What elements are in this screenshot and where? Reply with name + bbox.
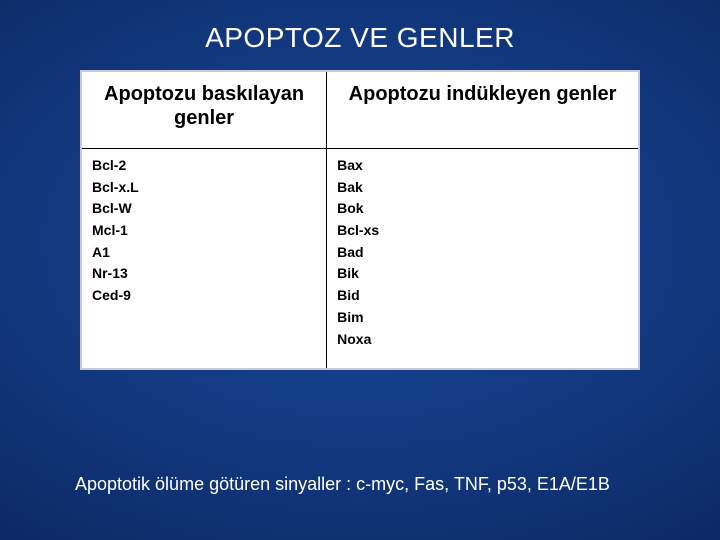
cell-inducers: Bax Bak Bok Bcl-xs Bad Bik Bid Bim Noxa [327, 149, 638, 369]
list-item: Bcl-x.L [92, 177, 316, 199]
list-item: Bax [337, 155, 628, 177]
list-item: Bok [337, 198, 628, 220]
list-item: Bak [337, 177, 628, 199]
list-item: Noxa [337, 329, 628, 351]
col-header-inducers: Apoptozu indükleyen genler [327, 72, 638, 149]
inducer-gene-list: Bax Bak Bok Bcl-xs Bad Bik Bid Bim Noxa [337, 155, 628, 350]
genes-table: Apoptozu baskılayan genler Apoptozu indü… [80, 70, 640, 370]
slide-title: APOPTOZ VE GENLER [0, 22, 720, 54]
col-header-suppressors: Apoptozu baskılayan genler [82, 72, 327, 149]
list-item: Bcl-xs [337, 220, 628, 242]
list-item: Bim [337, 307, 628, 329]
list-item: Nr-13 [92, 263, 316, 285]
footnote: Apoptotik ölüme götüren sinyaller : c-my… [75, 474, 610, 495]
table: Apoptozu baskılayan genler Apoptozu indü… [82, 72, 638, 368]
list-item: Bcl-W [92, 198, 316, 220]
list-item: A1 [92, 242, 316, 264]
slide: APOPTOZ VE GENLER Apoptozu baskılayan ge… [0, 0, 720, 540]
suppressor-gene-list: Bcl-2 Bcl-x.L Bcl-W Mcl-1 A1 Nr-13 Ced-9 [92, 155, 316, 307]
list-item: Ced-9 [92, 285, 316, 307]
list-item: Mcl-1 [92, 220, 316, 242]
list-item: Bad [337, 242, 628, 264]
cell-suppressors: Bcl-2 Bcl-x.L Bcl-W Mcl-1 A1 Nr-13 Ced-9 [82, 149, 327, 369]
list-item: Bik [337, 263, 628, 285]
list-item: Bcl-2 [92, 155, 316, 177]
list-item: Bid [337, 285, 628, 307]
